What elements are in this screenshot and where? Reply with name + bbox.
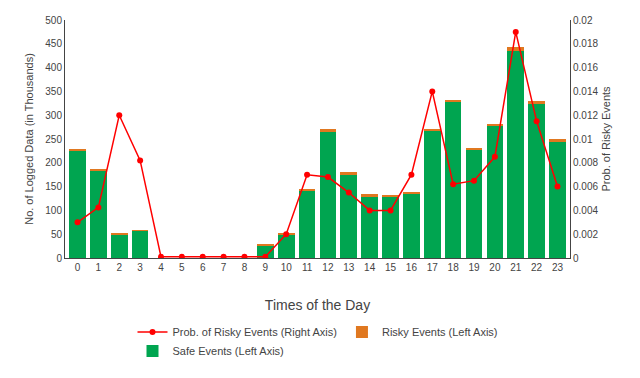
svg-text:0.018: 0.018 bbox=[573, 38, 598, 49]
svg-text:0.002: 0.002 bbox=[573, 229, 598, 240]
svg-text:15: 15 bbox=[385, 262, 397, 273]
svg-text:19: 19 bbox=[468, 262, 480, 273]
svg-text:No. of Logged Data (in Thousan: No. of Logged Data (in Thousands) bbox=[23, 53, 35, 225]
svg-text:5: 5 bbox=[179, 262, 185, 273]
svg-text:1: 1 bbox=[96, 262, 102, 273]
svg-text:50: 50 bbox=[51, 229, 63, 240]
svg-text:14: 14 bbox=[364, 262, 376, 273]
svg-text:2: 2 bbox=[116, 262, 122, 273]
svg-text:250: 250 bbox=[45, 134, 62, 145]
svg-text:17: 17 bbox=[427, 262, 439, 273]
svg-text:0: 0 bbox=[56, 253, 62, 264]
svg-text:8: 8 bbox=[242, 262, 248, 273]
svg-text:100: 100 bbox=[45, 205, 62, 216]
svg-text:7: 7 bbox=[221, 262, 227, 273]
svg-text:22: 22 bbox=[531, 262, 543, 273]
svg-text:3: 3 bbox=[137, 262, 143, 273]
svg-text:350: 350 bbox=[45, 86, 62, 97]
svg-text:400: 400 bbox=[45, 62, 62, 73]
svg-text:0.01: 0.01 bbox=[573, 134, 593, 145]
svg-text:6: 6 bbox=[200, 262, 206, 273]
svg-text:21: 21 bbox=[510, 262, 522, 273]
svg-text:4: 4 bbox=[158, 262, 164, 273]
svg-text:11: 11 bbox=[302, 262, 313, 273]
svg-text:Times of the Day: Times of the Day bbox=[265, 297, 370, 313]
svg-text:18: 18 bbox=[448, 262, 460, 273]
svg-text:0.012: 0.012 bbox=[573, 110, 598, 121]
svg-text:9: 9 bbox=[263, 262, 269, 273]
svg-text:0: 0 bbox=[75, 262, 81, 273]
svg-text:12: 12 bbox=[322, 262, 334, 273]
svg-text:Safe Events (Left Axis): Safe Events (Left Axis) bbox=[173, 345, 284, 357]
svg-text:20: 20 bbox=[489, 262, 501, 273]
svg-text:0: 0 bbox=[573, 253, 579, 264]
svg-text:23: 23 bbox=[552, 262, 564, 273]
svg-text:Risky Events (Left Axis): Risky Events (Left Axis) bbox=[382, 326, 498, 338]
svg-text:Prob. of Risky Events (Right A: Prob. of Risky Events (Right Axis) bbox=[173, 326, 337, 338]
svg-text:Prob. of Risky Events: Prob. of Risky Events bbox=[600, 86, 612, 192]
svg-text:200: 200 bbox=[45, 157, 62, 168]
svg-text:16: 16 bbox=[406, 262, 418, 273]
svg-text:500: 500 bbox=[45, 15, 62, 26]
svg-text:0.008: 0.008 bbox=[573, 157, 598, 168]
svg-text:10: 10 bbox=[281, 262, 293, 273]
svg-text:300: 300 bbox=[45, 110, 62, 121]
svg-text:450: 450 bbox=[45, 38, 62, 49]
svg-text:0.006: 0.006 bbox=[573, 181, 598, 192]
svg-text:13: 13 bbox=[343, 262, 355, 273]
svg-text:0.014: 0.014 bbox=[573, 86, 598, 97]
svg-text:150: 150 bbox=[45, 181, 62, 192]
svg-text:0.02: 0.02 bbox=[573, 15, 593, 26]
svg-text:0.016: 0.016 bbox=[573, 62, 598, 73]
svg-text:0.004: 0.004 bbox=[573, 205, 598, 216]
